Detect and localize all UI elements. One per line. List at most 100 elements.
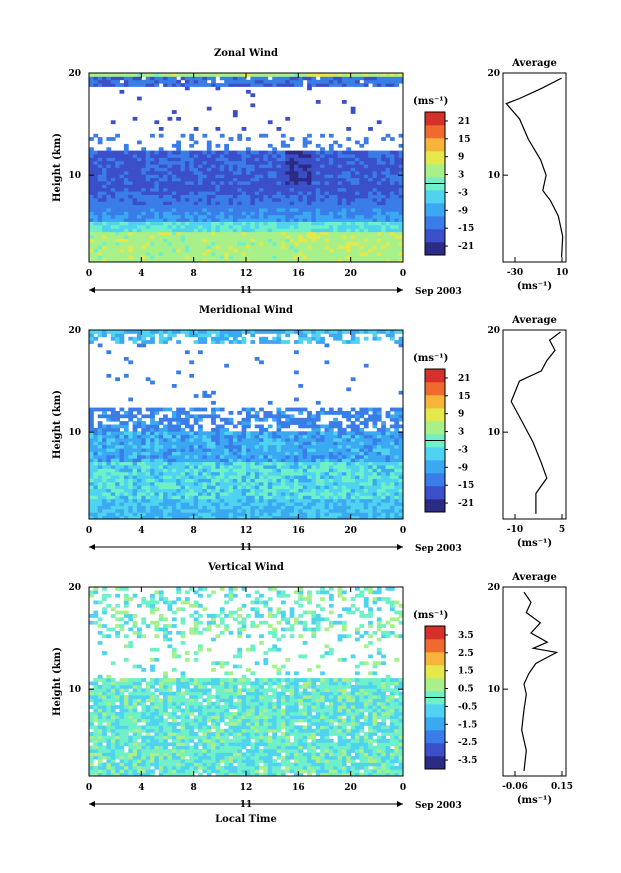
x-tick-label: 20: [344, 526, 357, 536]
profile-line: [521, 591, 559, 771]
profile-title: Average: [511, 58, 557, 69]
profile-line: [505, 77, 564, 257]
colorbar-tick-label: -1.5: [458, 720, 477, 730]
profile-x-tick-label: 5: [559, 525, 565, 535]
colorbar-segment: [425, 151, 445, 165]
profile-frame: [502, 329, 567, 520]
colorbar-tick-label: 3: [458, 171, 464, 181]
day-bar-arrow-left: [89, 544, 95, 550]
profile-unit-label: (ms⁻¹): [517, 538, 552, 549]
colorbar-tick-label: 21: [458, 374, 471, 384]
colorbar-segment: [425, 164, 445, 178]
profile-panel: Average 10 20 -10 5 (ms⁻¹): [487, 315, 567, 549]
colorbar-segment: [425, 730, 445, 744]
colorbar-segment: [425, 756, 445, 770]
profile-x-tick-label: -10: [507, 525, 523, 535]
profile-y-tick-label: 10: [487, 171, 500, 181]
profile-y-tick-label: 20: [487, 583, 500, 593]
panel-0: Zonal Wind 20 10 Height (km) 0 4 8 12 16 20 0 11 Sep…: [52, 48, 568, 297]
panel-1: Meridional Wind 20 10 Height (km) 0 4 8 12 16 20 0…: [52, 305, 567, 554]
colorbar-tick-label: 2.5: [458, 649, 474, 659]
profile-line: [510, 331, 561, 514]
x-tick-label: 4: [138, 783, 144, 793]
panel-2: Vertical Wind 20 10 Height (km) 0 4 8 12 16 20 0 11…: [52, 562, 573, 811]
profile-x-tick-label: 0.15: [551, 782, 573, 792]
y-axis-label: Height (km): [52, 647, 63, 716]
profile-y-tick-label: 20: [487, 326, 500, 336]
colorbar-tick-label: -2.5: [458, 738, 477, 748]
profile-x-tick-label: 10: [556, 268, 569, 278]
colorbar-segment: [425, 499, 445, 513]
colorbar-segment: [425, 408, 445, 422]
y-tick-label: 10: [68, 428, 81, 438]
heatmap-cells: [89, 330, 404, 520]
colorbar-segment: [425, 112, 445, 126]
colorbar-segment: [425, 743, 445, 757]
x-tick-label: 16: [292, 783, 305, 793]
day-bar-arrow-right: [397, 287, 403, 293]
colorbar-unit-label: (ms⁻¹): [413, 96, 448, 107]
colorbar-segment: [425, 216, 445, 230]
colorbar-segment: [425, 460, 445, 474]
date-label: Sep 2003: [415, 544, 462, 554]
colorbar-segment: [425, 678, 445, 692]
profile-title: Average: [511, 572, 557, 583]
x-tick-label: 20: [344, 783, 357, 793]
y-tick-label: 10: [68, 171, 81, 181]
colorbar-tick-label: 21: [458, 117, 471, 127]
panel-title: Meridional Wind: [199, 305, 293, 316]
y-tick-label: 20: [68, 326, 81, 336]
colorbar-segment: [425, 717, 445, 731]
colorbar-segment: [425, 369, 445, 383]
colorbar-segment: [425, 125, 445, 139]
day-bar-arrow-right: [397, 544, 403, 550]
colorbar-segment: [425, 242, 445, 256]
profile-frame: [502, 586, 567, 777]
profile-x-tick-label: -30: [507, 268, 523, 278]
x-axis-label: Local Time: [215, 814, 277, 825]
colorbar-tick-label: 3: [458, 428, 464, 438]
profile-x-tick-label: -0.06: [502, 782, 528, 792]
heatmap-cells: [89, 73, 404, 263]
x-tick-label: 12: [240, 269, 253, 279]
colorbar-segment: [425, 639, 445, 653]
x-tick-label: 4: [138, 526, 144, 536]
colorbar-tick-label: -15: [458, 481, 474, 491]
colorbar-tick-label: -3: [458, 188, 468, 198]
colorbar-tick-label: 1.5: [458, 667, 474, 677]
colorbar-segment: [425, 395, 445, 409]
colorbar-tick-label: -0.5: [458, 702, 477, 712]
heatmap-cells: [89, 587, 404, 777]
y-tick-label: 20: [68, 583, 81, 593]
day-bar-arrow-left: [89, 801, 95, 807]
x-tick-label: 0: [400, 526, 406, 536]
x-tick-label: 0: [86, 269, 92, 279]
x-tick-label: 0: [400, 783, 406, 793]
y-axis-label: Height (km): [52, 390, 63, 459]
colorbar-segment: [425, 447, 445, 461]
y-tick-label: 10: [68, 685, 81, 695]
colorbar-segment: [425, 190, 445, 204]
colorbar-segment: [425, 138, 445, 152]
x-tick-label: 20: [344, 269, 357, 279]
colorbar-tick-label: -3.5: [458, 756, 477, 766]
y-tick-label: 20: [68, 69, 81, 79]
colorbar-segment: [425, 229, 445, 243]
colorbar-segment: [425, 626, 445, 640]
colorbar-segment: [425, 652, 445, 666]
day-bar-arrow-right: [397, 801, 403, 807]
colorbar-unit-label: (ms⁻¹): [413, 353, 448, 364]
colorbar-unit-label: (ms⁻¹): [413, 610, 448, 621]
colorbar-tick-label: 9: [458, 410, 464, 420]
profile-panel: Average 10 20 -30 10 (ms⁻¹): [487, 58, 568, 292]
profile-y-tick-label: 10: [487, 685, 500, 695]
date-label: Sep 2003: [415, 801, 462, 811]
profile-y-tick-label: 10: [487, 428, 500, 438]
x-tick-label: 12: [240, 783, 253, 793]
colorbar-tick-label: 15: [458, 392, 471, 402]
day-label: 11: [240, 286, 253, 296]
panel-title: Vertical Wind: [207, 562, 284, 573]
profile-panel: Average 10 20 -0.06 0.15 (ms⁻¹): [487, 572, 572, 806]
colorbar-segment: [425, 203, 445, 217]
